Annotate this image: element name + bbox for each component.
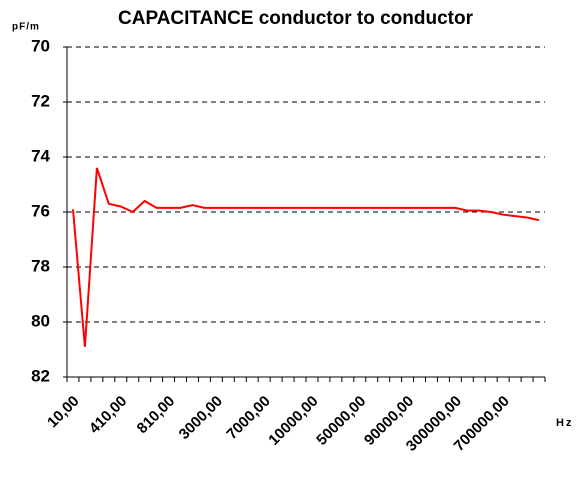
y-tick-label: 74: [31, 146, 50, 165]
x-tick-label: 810,00: [134, 393, 178, 437]
y-tick-label: 82: [31, 366, 50, 385]
x-tick-label: 10000,00: [265, 393, 321, 449]
data-line: [72, 167, 540, 347]
y-tick-label: 70: [31, 36, 50, 55]
y-tick-label: 72: [31, 91, 50, 110]
y-tick-label: 78: [31, 256, 50, 275]
x-tick-label: 410,00: [86, 393, 130, 437]
x-tick-label: 50000,00: [313, 393, 369, 449]
chart-title: CAPACITANCE conductor to conductor: [118, 8, 474, 29]
x-axis-label: Hz: [556, 417, 573, 429]
y-tick-label: 80: [31, 311, 50, 330]
y-tick-label: 76: [31, 201, 50, 220]
y-axis-label: pF/m: [12, 22, 40, 33]
x-tick-label: 10,00: [44, 393, 83, 432]
x-tick-label: 3000,00: [176, 393, 226, 443]
